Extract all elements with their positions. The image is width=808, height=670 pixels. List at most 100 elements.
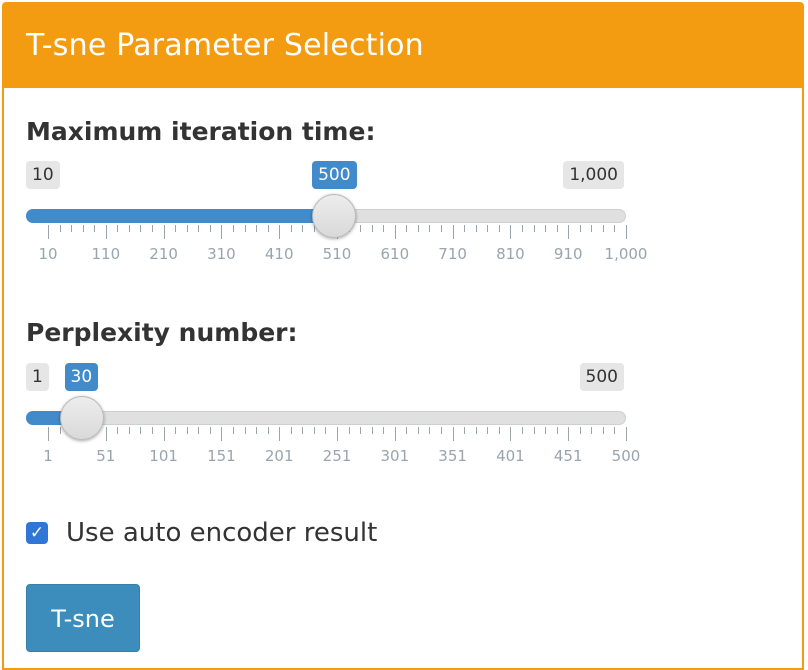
iter-minor-tick [591, 225, 593, 232]
perp-minor-tick [360, 427, 362, 434]
perp-minor-tick [267, 427, 269, 434]
iter-tick-label: 110 [91, 245, 121, 263]
perp-minor-tick [498, 427, 500, 434]
iter-minor-tick [175, 225, 177, 232]
perp-tick-label: 251 [322, 447, 352, 465]
perp-tick-label: 151 [207, 447, 236, 465]
iter-minor-tick [417, 225, 419, 232]
perp-minor-tick [140, 427, 142, 434]
iter-tick-label: 910 [553, 245, 583, 263]
perp-minor-tick [209, 427, 211, 434]
iter-minor-tick [128, 225, 130, 232]
iter-major-tick [221, 225, 223, 239]
iter-major-tick [279, 225, 281, 239]
iteration-slider-handle[interactable] [312, 194, 357, 238]
iter-tick-label: 810 [496, 245, 525, 263]
iter-tick-label: 410 [264, 245, 294, 263]
perp-major-tick [394, 427, 396, 441]
iter-minor-tick [117, 225, 119, 232]
iter-minor-tick [487, 225, 489, 232]
perp-minor-tick [313, 427, 315, 434]
perp-minor-tick [198, 427, 200, 434]
iter-minor-tick [290, 225, 292, 232]
perp-minor-tick [244, 427, 246, 434]
iter-minor-tick [521, 225, 523, 232]
perp-minor-tick [545, 427, 547, 434]
perp-minor-tick [602, 427, 604, 434]
perp-major-tick [163, 427, 165, 441]
tsne-run-button[interactable]: T-sne [26, 584, 140, 652]
iter-minor-tick [475, 225, 477, 232]
iter-minor-tick [602, 225, 604, 232]
iter-tick-label: 210 [149, 245, 178, 263]
iter-major-tick [48, 225, 49, 239]
iter-minor-tick [152, 225, 154, 232]
perp-major-tick [452, 427, 454, 441]
perp-minor-tick [371, 427, 373, 434]
perp-tick-label: 1 [43, 447, 53, 465]
perp-tick-label: 401 [496, 447, 525, 465]
iter-minor-tick [429, 225, 431, 232]
perplexity-value-label: 30 [64, 363, 99, 391]
perp-major-tick [337, 427, 338, 441]
perp-major-tick [105, 427, 107, 441]
iter-major-tick [626, 225, 627, 239]
panel-header: T-sne Parameter Selection [4, 4, 802, 88]
iter-major-tick [163, 225, 165, 239]
iter-tick-label: 510 [322, 245, 352, 263]
perp-minor-tick [232, 427, 234, 434]
iter-minor-tick [383, 225, 385, 232]
iter-minor-tick [579, 225, 581, 232]
iter-minor-tick [94, 225, 96, 232]
iter-tick-label: 310 [207, 245, 236, 263]
iter-minor-tick [256, 225, 258, 232]
iter-minor-tick [371, 225, 373, 232]
iter-minor-tick [267, 225, 269, 232]
iter-minor-tick [545, 225, 547, 232]
perp-minor-tick [348, 427, 350, 434]
perplexity-min-label: 1 [26, 363, 49, 391]
iter-minor-tick [71, 225, 73, 232]
iter-minor-tick [360, 225, 362, 232]
iter-minor-tick [186, 225, 188, 232]
iter-minor-tick [498, 225, 500, 232]
iteration-value-label: 500 [312, 161, 357, 189]
perp-minor-tick [302, 427, 304, 434]
perp-tick-label: 101 [149, 447, 178, 465]
auto-encoder-checkbox[interactable]: ✓ [26, 522, 48, 544]
perp-minor-tick [175, 427, 177, 434]
perp-minor-tick [406, 427, 408, 434]
perp-minor-tick [521, 427, 523, 434]
iter-minor-tick [533, 225, 535, 232]
perplexity-slider[interactable]: 1 500 30 1 51 101 151 201 251 301 351 401 451 500 [4, 363, 802, 483]
perp-minor-tick [441, 427, 443, 434]
perp-minor-tick [464, 427, 466, 434]
perp-minor-tick [256, 427, 258, 434]
perp-major-tick [48, 427, 49, 441]
iter-minor-tick [302, 225, 304, 232]
perp-minor-tick [579, 427, 581, 434]
perp-minor-tick [614, 427, 616, 434]
perp-major-tick [626, 427, 627, 441]
perp-major-tick [510, 427, 512, 441]
perp-tick-label: 500 [611, 447, 641, 465]
perp-major-tick [568, 427, 570, 441]
perp-minor-tick [429, 427, 431, 434]
iter-tick-label: 1,000 [604, 245, 648, 263]
iter-tick-label: 710 [438, 245, 467, 263]
perp-minor-tick [556, 427, 558, 434]
iter-major-tick [568, 225, 570, 239]
iteration-label: Maximum iteration time: [26, 117, 376, 146]
perplexity-track[interactable] [26, 411, 626, 425]
iter-minor-tick [441, 225, 443, 232]
iter-minor-tick [82, 225, 84, 232]
iter-minor-tick [198, 225, 200, 232]
perp-minor-tick [325, 427, 327, 434]
perp-tick-label: 451 [553, 447, 583, 465]
iter-tick-label: 610 [380, 245, 410, 263]
iter-minor-tick [406, 225, 408, 232]
iter-minor-tick [209, 225, 211, 232]
perp-minor-tick [117, 427, 119, 434]
perplexity-slider-handle[interactable] [59, 396, 104, 440]
